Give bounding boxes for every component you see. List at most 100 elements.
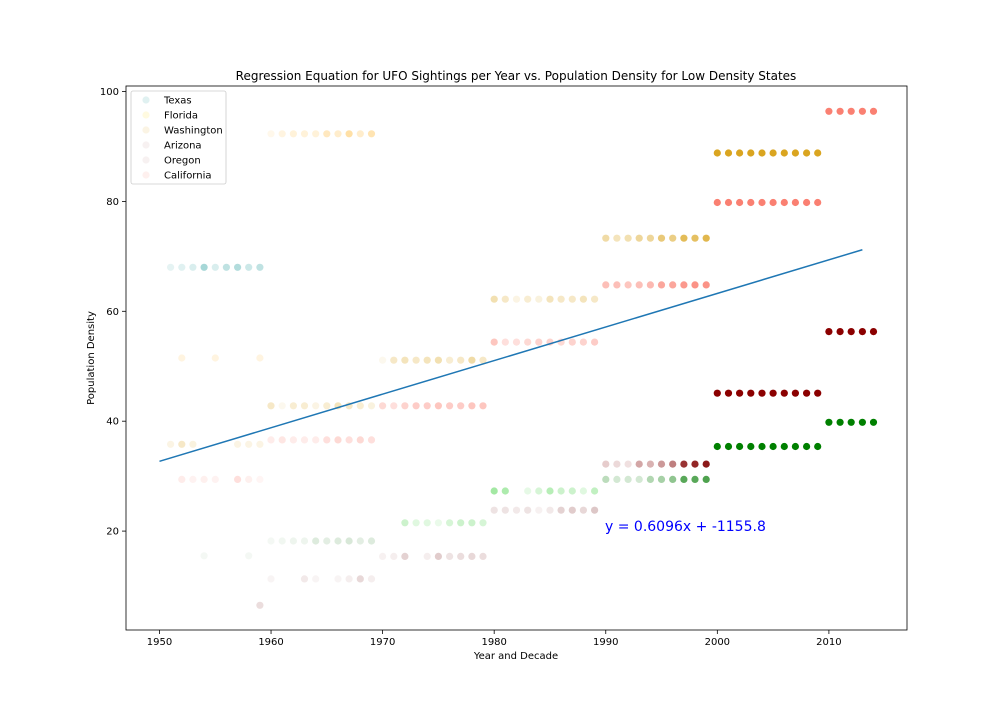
data-point <box>334 575 342 583</box>
data-point <box>591 295 599 303</box>
data-point <box>512 338 521 346</box>
data-point <box>769 198 777 207</box>
data-point <box>468 356 476 364</box>
data-point <box>803 442 811 451</box>
data-point <box>200 552 208 560</box>
data-point <box>836 328 844 336</box>
data-point <box>412 519 420 527</box>
data-point <box>345 130 353 138</box>
data-point <box>367 436 376 444</box>
data-point <box>323 130 331 138</box>
data-point <box>289 537 297 545</box>
data-point <box>691 234 699 242</box>
data-point <box>769 389 777 397</box>
data-point <box>847 328 855 336</box>
data-point <box>669 475 677 483</box>
data-point <box>490 487 498 495</box>
y-tick-label: 20 <box>106 527 119 538</box>
data-point <box>501 338 509 346</box>
data-point <box>858 107 867 115</box>
data-points <box>167 107 878 609</box>
legend-entry: Washington <box>164 126 223 137</box>
data-point <box>524 295 532 303</box>
data-point <box>758 198 766 207</box>
data-point <box>479 519 487 527</box>
data-point <box>367 575 376 583</box>
data-point <box>401 552 409 561</box>
x-tick-label: 1960 <box>258 637 283 648</box>
data-point <box>713 149 721 157</box>
data-point <box>323 402 331 410</box>
data-point <box>758 442 766 451</box>
data-point <box>490 295 498 303</box>
y-axis-label: Population Density <box>86 311 97 405</box>
data-point <box>356 130 364 138</box>
data-point <box>780 389 788 397</box>
data-point <box>312 130 320 138</box>
legend-marker <box>142 171 150 179</box>
data-point <box>669 234 677 242</box>
x-axis-ticks: 1950 1960 1970 1980 1990 2000 2010 <box>147 630 842 648</box>
data-point <box>334 130 342 138</box>
data-point <box>869 418 878 426</box>
legend-entry: Florida <box>164 111 198 122</box>
data-point <box>736 198 744 207</box>
data-point <box>300 436 309 444</box>
data-point <box>646 475 655 483</box>
data-point <box>724 198 733 207</box>
data-point <box>345 575 353 583</box>
data-point <box>289 130 297 138</box>
data-point <box>234 440 242 448</box>
legend: Texas Florida Washington Arizona Oregon Calif… <box>130 90 227 185</box>
data-point <box>524 506 532 514</box>
data-point <box>635 460 643 468</box>
data-point <box>702 475 710 483</box>
data-point <box>646 281 655 289</box>
data-point <box>468 519 476 527</box>
data-point <box>747 389 755 397</box>
y-tick-label: 80 <box>106 197 119 208</box>
data-point <box>434 356 442 364</box>
data-point <box>546 487 554 495</box>
data-point <box>401 356 409 364</box>
data-point <box>702 234 710 242</box>
data-point <box>836 107 844 115</box>
data-point <box>724 149 733 157</box>
data-point <box>245 440 253 448</box>
data-point <box>501 487 509 495</box>
data-point <box>300 575 309 583</box>
data-point <box>278 130 286 138</box>
data-point <box>568 295 576 303</box>
data-point <box>613 281 621 289</box>
data-point <box>189 475 197 483</box>
data-point <box>189 263 197 271</box>
data-point <box>334 436 342 444</box>
data-point <box>200 475 208 483</box>
data-point <box>423 402 431 410</box>
legend-marker <box>142 96 150 104</box>
data-point <box>356 537 364 545</box>
data-point <box>457 356 465 364</box>
data-point <box>312 436 320 444</box>
x-tick-label: 1990 <box>593 637 618 648</box>
y-tick-label: 100 <box>100 87 119 98</box>
data-point <box>546 506 554 514</box>
data-point <box>501 506 509 514</box>
data-point <box>680 475 688 483</box>
data-point <box>780 149 788 157</box>
data-point <box>713 198 721 207</box>
data-point <box>356 575 364 583</box>
data-point <box>211 475 219 483</box>
data-point <box>289 402 297 410</box>
data-point <box>624 281 632 289</box>
data-point <box>167 263 175 271</box>
data-point <box>758 389 766 397</box>
data-point <box>457 402 465 410</box>
data-point <box>602 475 610 483</box>
data-point <box>858 418 867 426</box>
data-point <box>490 338 498 346</box>
data-point <box>579 487 588 495</box>
data-point <box>256 263 264 271</box>
data-point <box>546 295 554 303</box>
